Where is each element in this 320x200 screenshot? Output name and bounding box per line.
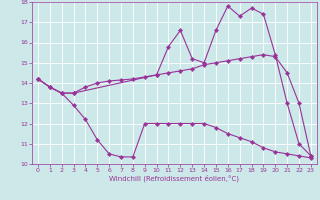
X-axis label: Windchill (Refroidissement éolien,°C): Windchill (Refroidissement éolien,°C) (109, 175, 239, 182)
